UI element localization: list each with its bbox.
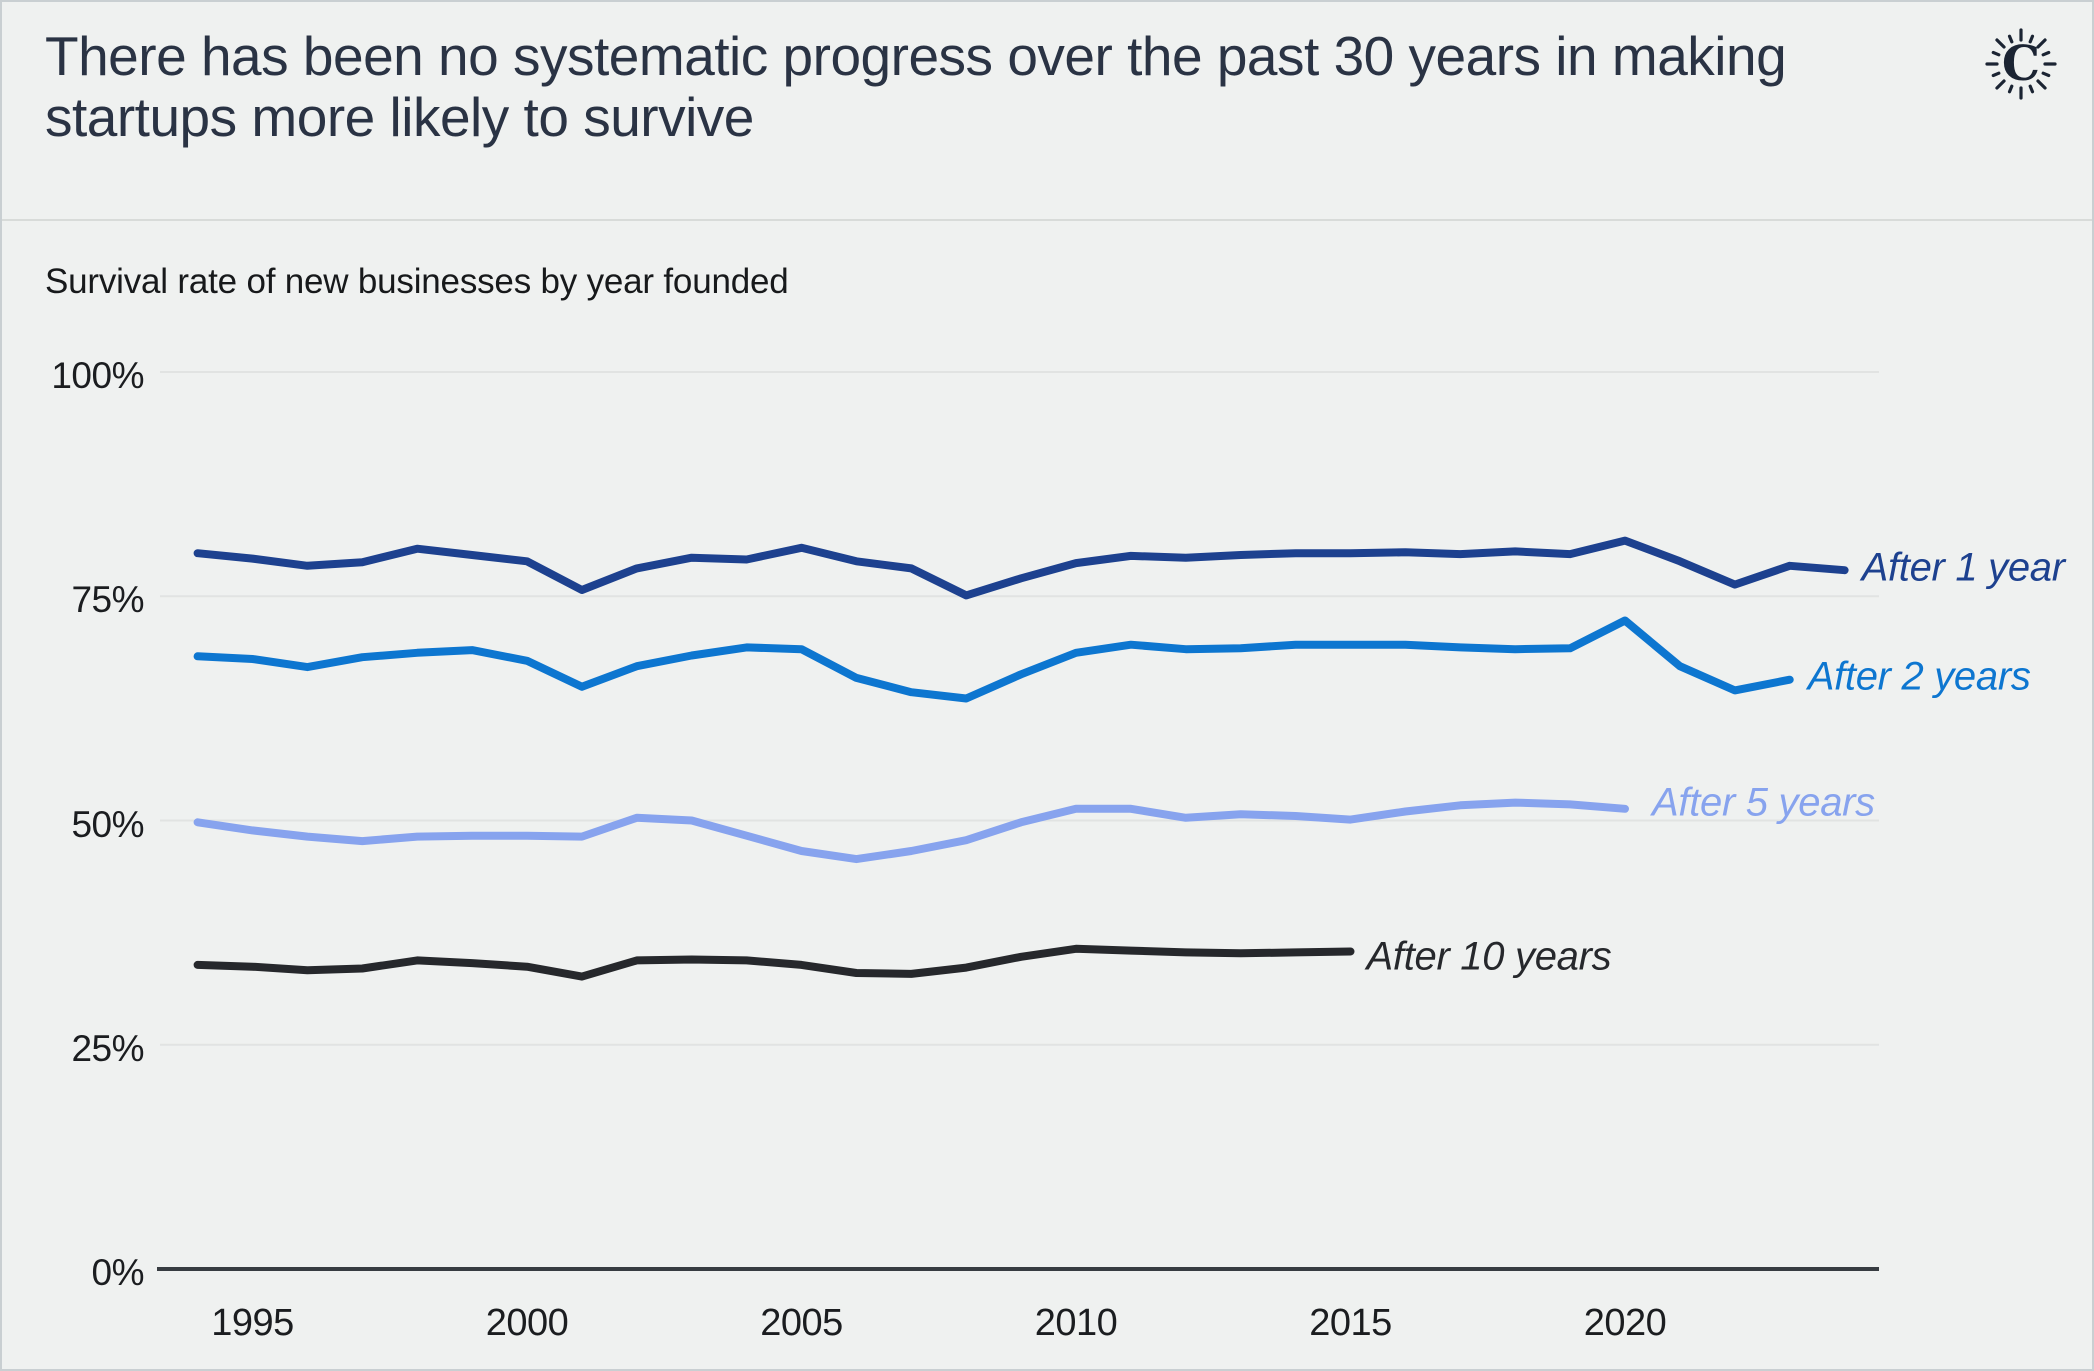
logo-ray bbox=[1995, 38, 2006, 49]
x-tick-label-2015: 2015 bbox=[1309, 1302, 1392, 1344]
series-label-after-2-years: After 2 years bbox=[1807, 654, 2031, 699]
x-tick-label-1995: 1995 bbox=[211, 1302, 294, 1344]
x-tick-label-2005: 2005 bbox=[760, 1302, 843, 1344]
y-tick-label-100%: 100% bbox=[51, 355, 144, 396]
logo-ray bbox=[1991, 50, 2001, 57]
logo-ray bbox=[1995, 79, 2006, 90]
y-tick-label-50%: 50% bbox=[71, 803, 144, 845]
logo-ray bbox=[2028, 84, 2035, 94]
y-tick-label-0%: 0% bbox=[91, 1252, 145, 1293]
logo-letter: C bbox=[2002, 36, 2040, 92]
series-label-after-1-year: After 1 year bbox=[1861, 545, 2065, 590]
line-after-5-years bbox=[193, 798, 1629, 864]
y-tick-label-75%: 75% bbox=[71, 579, 144, 621]
logo-ray bbox=[1991, 71, 2001, 78]
logo-ray bbox=[2007, 34, 2014, 44]
header: There has been no systematic progress ov… bbox=[2, 2, 2092, 221]
logo-ray bbox=[2036, 38, 2047, 49]
logo-ray bbox=[2007, 84, 2014, 94]
x-tick-label-2020: 2020 bbox=[1583, 1302, 1667, 1344]
x-tick-label-2010: 2010 bbox=[1034, 1302, 1118, 1344]
logo-ray bbox=[2036, 79, 2047, 90]
line-after-2-years bbox=[193, 616, 1794, 703]
series-label-after-5-years: After 5 years bbox=[1652, 780, 1875, 825]
chart-subtitle: Survival rate of new businesses by year … bbox=[45, 262, 789, 301]
y-tick-label-25%: 25% bbox=[71, 1027, 144, 1069]
line-after-10-years bbox=[193, 944, 1355, 981]
logo-ray bbox=[2041, 50, 2051, 57]
x-tick-label-2000: 2000 bbox=[485, 1302, 569, 1344]
series-label-after-10-years: After 10 years bbox=[1366, 934, 1612, 979]
sunburst-c-logo-icon: C bbox=[1985, 28, 2057, 100]
logo-ray bbox=[2041, 71, 2051, 78]
logo-ray bbox=[2028, 34, 2035, 44]
page-title: There has been no systematic progress ov… bbox=[45, 25, 1787, 148]
line-after-1-year bbox=[193, 536, 1849, 600]
